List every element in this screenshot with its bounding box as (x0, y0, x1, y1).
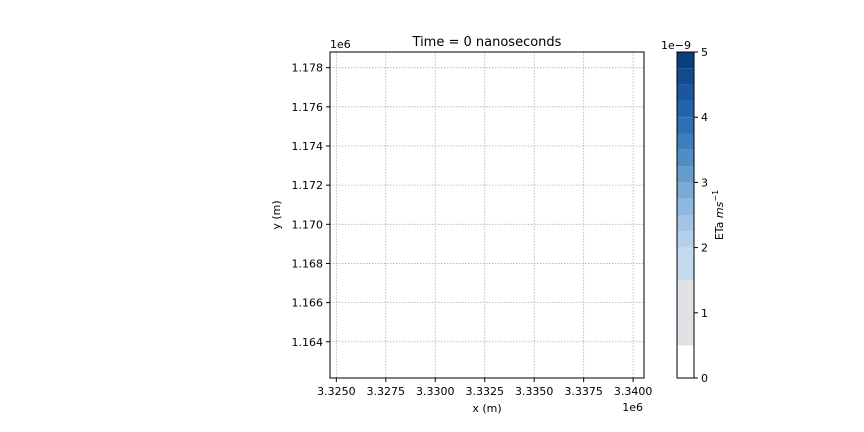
y-tick-label: 1.172 (292, 179, 324, 192)
colorbar-label-exponent: −1 (711, 190, 720, 202)
colorbar: 0 1 2 3 4 5 1e−9 ETa ms−1 (661, 39, 726, 385)
x-tick-label: 3.3250 (317, 385, 356, 398)
colorbar-tick-label: 2 (701, 242, 708, 255)
colorbar-band (677, 280, 694, 346)
y-tick-label: 1.164 (292, 336, 324, 349)
colorbar-tick-label: 1 (701, 307, 708, 320)
colorbar-label-unit: ms (713, 201, 726, 218)
plot-title: Time = 0 nanoseconds (412, 35, 562, 50)
colorbar-ticks: 0 1 2 3 4 5 (694, 46, 708, 385)
colorbar-label-name: ETa (713, 222, 726, 241)
x-axis-ticks: 3.3250 3.3275 3.3300 3.3325 3.3350 3.3375 3.34… (317, 378, 652, 398)
colorbar-band (677, 100, 694, 118)
colorbar-band (677, 68, 694, 85)
plot-area: 3.3250 3.3275 3.3300 3.3325 3.3350 3.3375 3.34… (292, 51, 652, 398)
colorbar-band (677, 117, 694, 134)
y-axis-label: y (m) (270, 200, 283, 229)
colorbar-tick-label: 3 (701, 176, 708, 189)
x-tick-label: 3.3350 (515, 385, 554, 398)
x-axis-label: x (m) (472, 402, 501, 415)
colorbar-band (677, 345, 694, 378)
colorbar-band (677, 215, 694, 232)
colorbar-band (677, 182, 694, 199)
axes-background (330, 52, 644, 378)
colorbar-tick-label: 5 (701, 46, 708, 59)
y-tick-label: 1.174 (292, 140, 324, 153)
y-tick-label: 1.168 (292, 257, 324, 270)
y-tick-label: 1.176 (292, 101, 324, 114)
x-tick-label: 3.3325 (465, 385, 504, 398)
colorbar-tick-label: 4 (701, 111, 708, 124)
y-axis-ticks: 1.164 1.166 1.168 1.170 1.172 1.174 1.176 1.178 (292, 62, 330, 349)
x-axis-offset-label: 1e6 (622, 401, 643, 414)
x-tick-label: 3.3375 (564, 385, 603, 398)
colorbar-band (677, 166, 694, 183)
colorbar-band (677, 247, 694, 281)
axes-frame (329, 51, 645, 379)
x-tick-label: 3.3300 (416, 385, 455, 398)
colorbar-frame (676, 51, 695, 379)
colorbar-band (677, 84, 694, 101)
x-tick-label: 3.3275 (367, 385, 406, 398)
colorbar-band (677, 231, 694, 248)
colorbar-tick-label: 0 (701, 372, 708, 385)
colorbar-bands (677, 52, 694, 378)
y-tick-label: 1.170 (292, 218, 324, 231)
colorbar-offset-label: 1e−9 (661, 39, 691, 52)
colorbar-band (677, 133, 694, 150)
x-tick-label: 3.3400 (614, 385, 653, 398)
colorbar-band (677, 52, 694, 69)
colorbar-band (677, 198, 694, 215)
colorbar-band (677, 149, 694, 167)
colorbar-label: ETa ms−1 (711, 190, 726, 240)
y-axis-offset-label: 1e6 (330, 38, 351, 51)
y-tick-label: 1.178 (292, 62, 324, 75)
y-tick-label: 1.166 (292, 297, 324, 310)
grid-lines (330, 52, 644, 378)
